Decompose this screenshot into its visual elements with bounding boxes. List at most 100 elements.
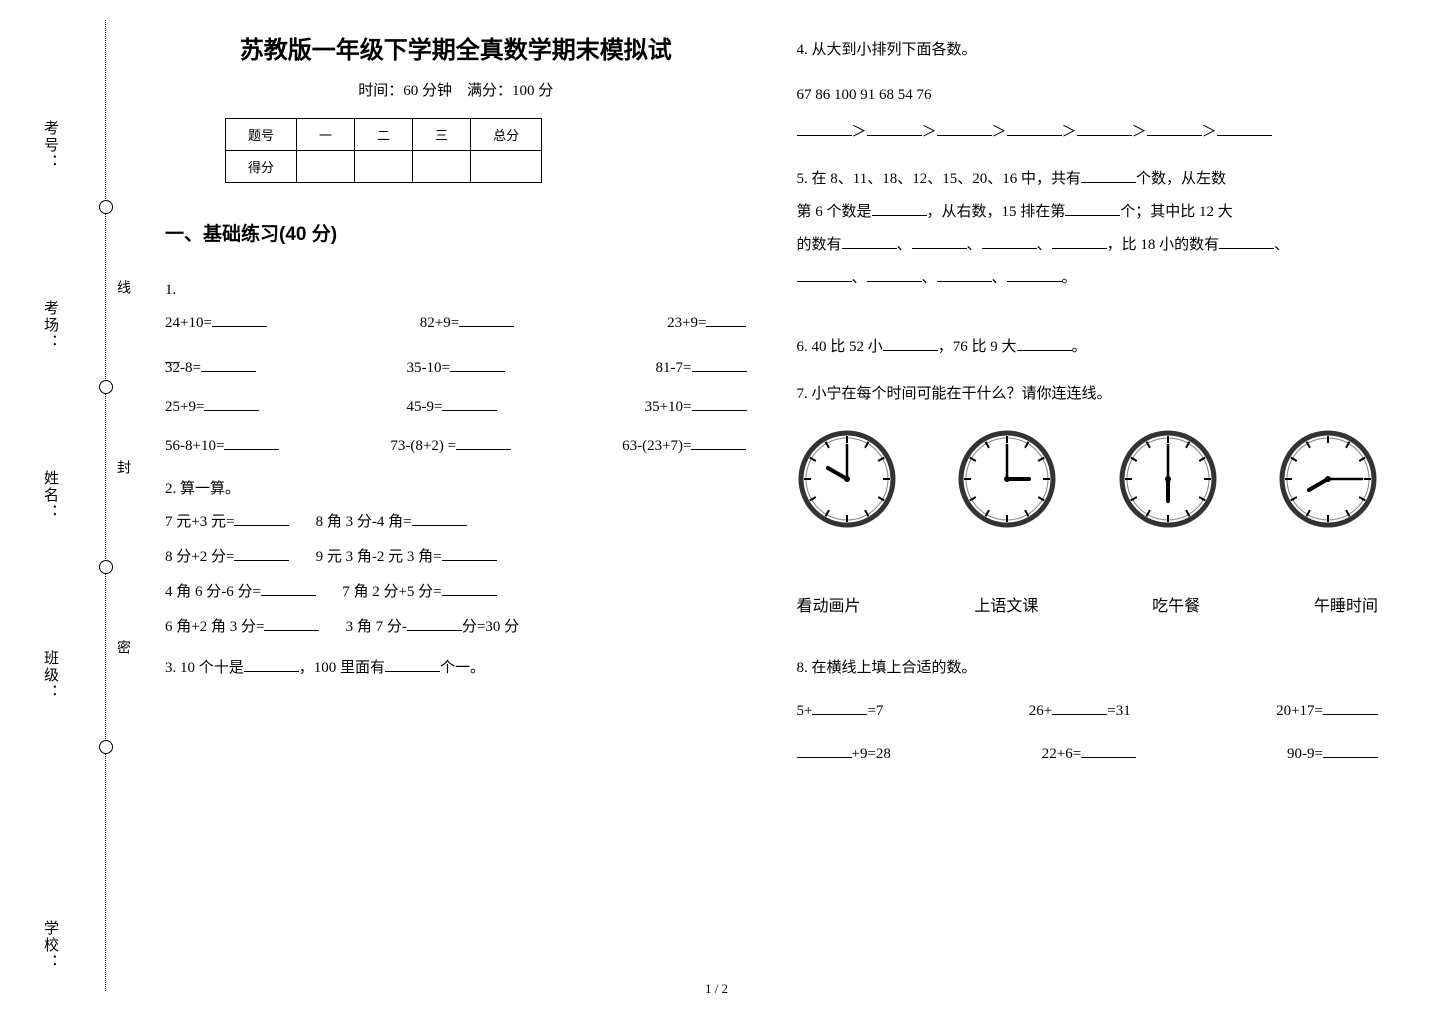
q1-expr: 23+9= (667, 315, 706, 331)
answer-blank (867, 266, 922, 282)
answer-blank (883, 335, 938, 351)
answer-blank (385, 656, 440, 672)
answer-blank (842, 233, 897, 249)
gt: ＞ (992, 124, 1007, 140)
question-2: 2. 算一算。 7 元+3 元= 8 角 3 分-4 角= 8 分+2 分= 9… (165, 473, 747, 644)
q4-blanks: ＞ ＞ ＞ ＞ ＞ ＞ (797, 116, 1379, 149)
answer-blank (204, 395, 259, 411)
sep: 、 (967, 237, 982, 253)
binding-dotted-line (105, 20, 106, 991)
binding-seg-xian: 线 (112, 280, 132, 302)
q2-title: 2. 算一算。 (165, 473, 747, 506)
answer-blank (442, 580, 497, 596)
answer-blank (867, 120, 922, 136)
q1-expr: 35-10= (407, 360, 450, 376)
sep: 、 (922, 270, 937, 286)
answer-blank (212, 311, 267, 327)
answer-blank (1077, 120, 1132, 136)
clock-icon (957, 429, 1057, 529)
answer-blank (691, 434, 746, 450)
answer-blank (1081, 742, 1136, 758)
activity-label: 吃午餐 (1152, 589, 1200, 624)
q3-text: 个一。 (440, 660, 485, 676)
exam-title: 苏教版一年级下学期全真数学期末模拟试 (165, 30, 747, 65)
q1-expr: 82+9= (420, 315, 459, 331)
q1-expr: 32-8= (165, 360, 201, 376)
answer-blank (706, 311, 746, 327)
answer-blank (812, 699, 867, 715)
q5-text: 第 6 个数是 (797, 204, 872, 220)
section1-heading: 一、基础练习(40 分) (165, 219, 747, 246)
answer-blank (937, 266, 992, 282)
q1-number: 1. (165, 274, 747, 307)
answer-blank (1007, 120, 1062, 136)
q2-expr: 分=30 分 (462, 619, 519, 635)
binding-circle (99, 560, 113, 574)
binding-label-school: 学校： (40, 920, 61, 971)
clock-icon (1278, 429, 1378, 529)
q8-expr: =31 (1107, 703, 1130, 719)
answer-blank (261, 580, 316, 596)
q4-title: 4. 从大到小排列下面各数。 (797, 34, 1379, 67)
q2-expr: 7 元+3 元= (165, 514, 234, 530)
answer-blank (1017, 335, 1072, 351)
score-cell (355, 151, 413, 183)
gt: ＞ (1132, 124, 1147, 140)
sep: 、 (1274, 237, 1289, 253)
q5-text: 的数有 (797, 237, 842, 253)
q2-expr: 9 元 3 角-2 元 3 角= (316, 549, 442, 565)
score-cell (297, 151, 355, 183)
clocks-row (797, 429, 1379, 529)
answer-blank (692, 395, 747, 411)
answer-blank (459, 311, 514, 327)
activity-label: 上语文课 (974, 589, 1038, 624)
binding-seg-feng: 封 (112, 460, 132, 482)
answer-blank (442, 395, 497, 411)
q6-text: 6. 40 比 52 小 (797, 339, 883, 355)
q1-expr: 73-(8+2) = (390, 438, 456, 454)
q5-text: 个；其中比 12 大 (1120, 204, 1233, 220)
gt: ＞ (1202, 124, 1217, 140)
score-header-cell: 一 (297, 119, 355, 151)
binding-seg-mi: 密 (112, 640, 132, 662)
activity-label: 看动画片 (797, 589, 861, 624)
score-header-cell: 三 (413, 119, 471, 151)
score-header-cell: 题号 (226, 119, 297, 151)
answer-blank (224, 434, 279, 450)
score-header-cell: 总分 (471, 119, 542, 151)
answer-blank (1323, 742, 1378, 758)
activity-label: 午睡时间 (1314, 589, 1378, 624)
answer-blank (1219, 233, 1274, 249)
q2-expr: 8 角 3 分-4 角= (316, 514, 412, 530)
answer-blank (201, 356, 256, 372)
answer-blank (1323, 699, 1378, 715)
answer-blank (797, 120, 852, 136)
q1-expr: 56-8+10= (165, 438, 224, 454)
sep: 、 (852, 270, 867, 286)
binding-circle (99, 380, 113, 394)
clock-icon (1118, 429, 1218, 529)
score-row-label: 得分 (226, 151, 297, 183)
q7-title: 7. 小宁在每个时间可能在干什么？请你连连线。 (797, 378, 1379, 411)
activities-row: 看动画片 上语文课 吃午餐 午睡时间 (797, 589, 1379, 624)
q5-text: 5. 在 8、11、18、12、15、20、16 中，共有 (797, 171, 1081, 187)
q8-expr: 5+ (797, 703, 813, 719)
right-column: 4. 从大到小排列下面各数。 67 86 100 91 68 54 76 ＞＞＞… (772, 20, 1404, 991)
q1-expr: 81-7= (656, 360, 692, 376)
q3-text: ，100 里面有 (299, 660, 385, 676)
answer-blank (797, 742, 852, 758)
q3-text: 3. 10 个十是 (165, 660, 244, 676)
score-cell (471, 151, 542, 183)
q6-text: 。 (1072, 339, 1087, 355)
q8-title: 8. 在横线上填上合适的数。 (797, 652, 1379, 685)
q8-expr: 90-9= (1287, 746, 1323, 762)
binding-strip: 考号： 考场： 姓名： 班级： 学校： 线 封 密 (0, 0, 130, 1011)
answer-blank (234, 510, 289, 526)
score-cell (413, 151, 471, 183)
gt: ＞ (852, 124, 867, 140)
gt: ＞ (1062, 124, 1077, 140)
question-8: 8. 在横线上填上合适的数。 5+=7 26+=31 20+17= +9=28 … (797, 652, 1379, 771)
answer-blank (912, 233, 967, 249)
answer-blank (937, 120, 992, 136)
gt: ＞ (922, 124, 937, 140)
